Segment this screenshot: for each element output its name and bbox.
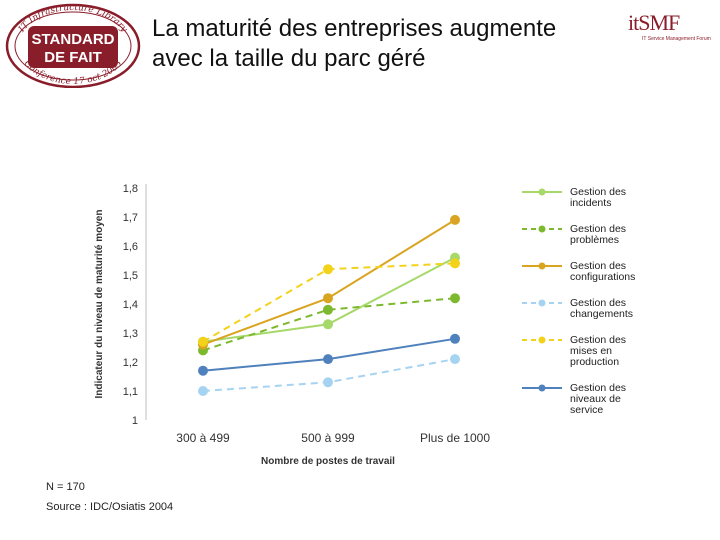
- legend-label-line: Gestion des: [570, 260, 626, 272]
- itsmf-logo-text: itSMF: [628, 10, 680, 35]
- y-tick-label: 1,4: [123, 299, 138, 311]
- legend-swatch-marker: [538, 225, 546, 233]
- chart-axes: 1 1,1 1,2 1,3 1,4 1,5 1,6 1,7 1,8 300 à 499 500 à …: [94, 183, 490, 467]
- legend-label-line: mises en: [570, 345, 612, 357]
- legend-swatch-marker: [538, 262, 546, 270]
- series-line-2: [202, 297, 456, 352]
- y-tick-label: 1,1: [123, 386, 138, 398]
- legend-label-line: Gestion des: [570, 334, 626, 346]
- legend-label: Gestion des configurations: [570, 260, 635, 283]
- data-point: [450, 333, 460, 344]
- legend-label: Gestion des problèmes: [570, 223, 626, 246]
- data-point: [323, 354, 333, 365]
- data-point: [450, 214, 460, 225]
- itsmf-logo-tagline: IT Service Management Forum: [642, 36, 711, 42]
- slide-title: La maturité des entreprises augmente ave…: [152, 14, 556, 74]
- legend-label-line: changements: [570, 308, 633, 320]
- x-tick-label: 500 à 999: [301, 431, 355, 445]
- chart-series: [198, 214, 460, 396]
- legend-label: Gestion des mises en production: [570, 334, 626, 368]
- legend-swatch-marker: [538, 188, 546, 196]
- legend-label: Gestion des niveaux de service: [570, 382, 626, 416]
- badge-center-panel: [28, 26, 118, 68]
- y-tick-label: 1,6: [123, 241, 138, 253]
- data-point: [323, 377, 333, 388]
- slide-title-line2: avec la taille du parc géré: [152, 45, 426, 72]
- badge-line1: STANDARD: [31, 31, 114, 48]
- y-tick-label: 1,2: [123, 357, 138, 369]
- data-point: [450, 293, 460, 304]
- legend-label: Gestion des changements: [570, 297, 633, 320]
- legend-label-line: service: [570, 404, 603, 416]
- legend-label-line: configurations: [570, 271, 635, 283]
- legend-label-line: Gestion des: [570, 382, 626, 394]
- legend-label-line: Gestion des: [570, 223, 626, 235]
- data-point: [198, 365, 208, 376]
- x-tick-label: Plus de 1000: [420, 431, 490, 445]
- y-tick-label: 1,3: [123, 328, 138, 340]
- legend-label-line: production: [570, 356, 619, 368]
- data-point: [323, 293, 333, 304]
- data-point: [323, 304, 333, 315]
- legend-label-line: Gestion des: [570, 186, 626, 198]
- conference-badge-logo: IT Infrastructure Library Conference 17 …: [5, 3, 141, 88]
- sample-size-note: N = 170: [46, 481, 85, 493]
- legend-label-line: Gestion des: [570, 297, 626, 309]
- y-tick-label: 1: [132, 415, 138, 427]
- slide-title-line1: La maturité des entreprises augmente: [152, 15, 557, 42]
- x-axis-title: Nombre de postes de travail: [261, 456, 395, 467]
- data-point: [323, 319, 333, 330]
- legend-label: Gestion des incidents: [570, 186, 626, 209]
- y-axis-title: Indicateur du niveau de maturité moyen: [94, 210, 105, 399]
- y-tick-label: 1,5: [123, 270, 138, 282]
- data-point: [450, 354, 460, 365]
- legend-swatch-marker: [538, 299, 546, 307]
- data-point: [198, 386, 208, 396]
- badge-line2: DE FAIT: [44, 49, 102, 66]
- legend-swatch-marker: [538, 384, 546, 392]
- itsmf-logo: itSMF IT Service Management Forum: [628, 10, 711, 46]
- data-point: [450, 258, 460, 269]
- legend-label-line: niveaux de: [570, 393, 621, 405]
- legend-label-line: incidents: [570, 197, 611, 209]
- legend-label-line: problèmes: [570, 234, 619, 246]
- data-point: [323, 264, 333, 275]
- source-note: Source : IDC/Osiatis 2004: [46, 501, 174, 513]
- data-point: [198, 336, 208, 347]
- legend-swatch-marker: [538, 336, 546, 344]
- x-tick-label: 300 à 499: [176, 431, 230, 445]
- y-tick-label: 1,7: [123, 212, 138, 224]
- maturity-line-chart: 1 1,1 1,2 1,3 1,4 1,5 1,6 1,7 1,8 300 à 499 500 à …: [94, 183, 635, 467]
- y-tick-label: 1,8: [123, 183, 138, 195]
